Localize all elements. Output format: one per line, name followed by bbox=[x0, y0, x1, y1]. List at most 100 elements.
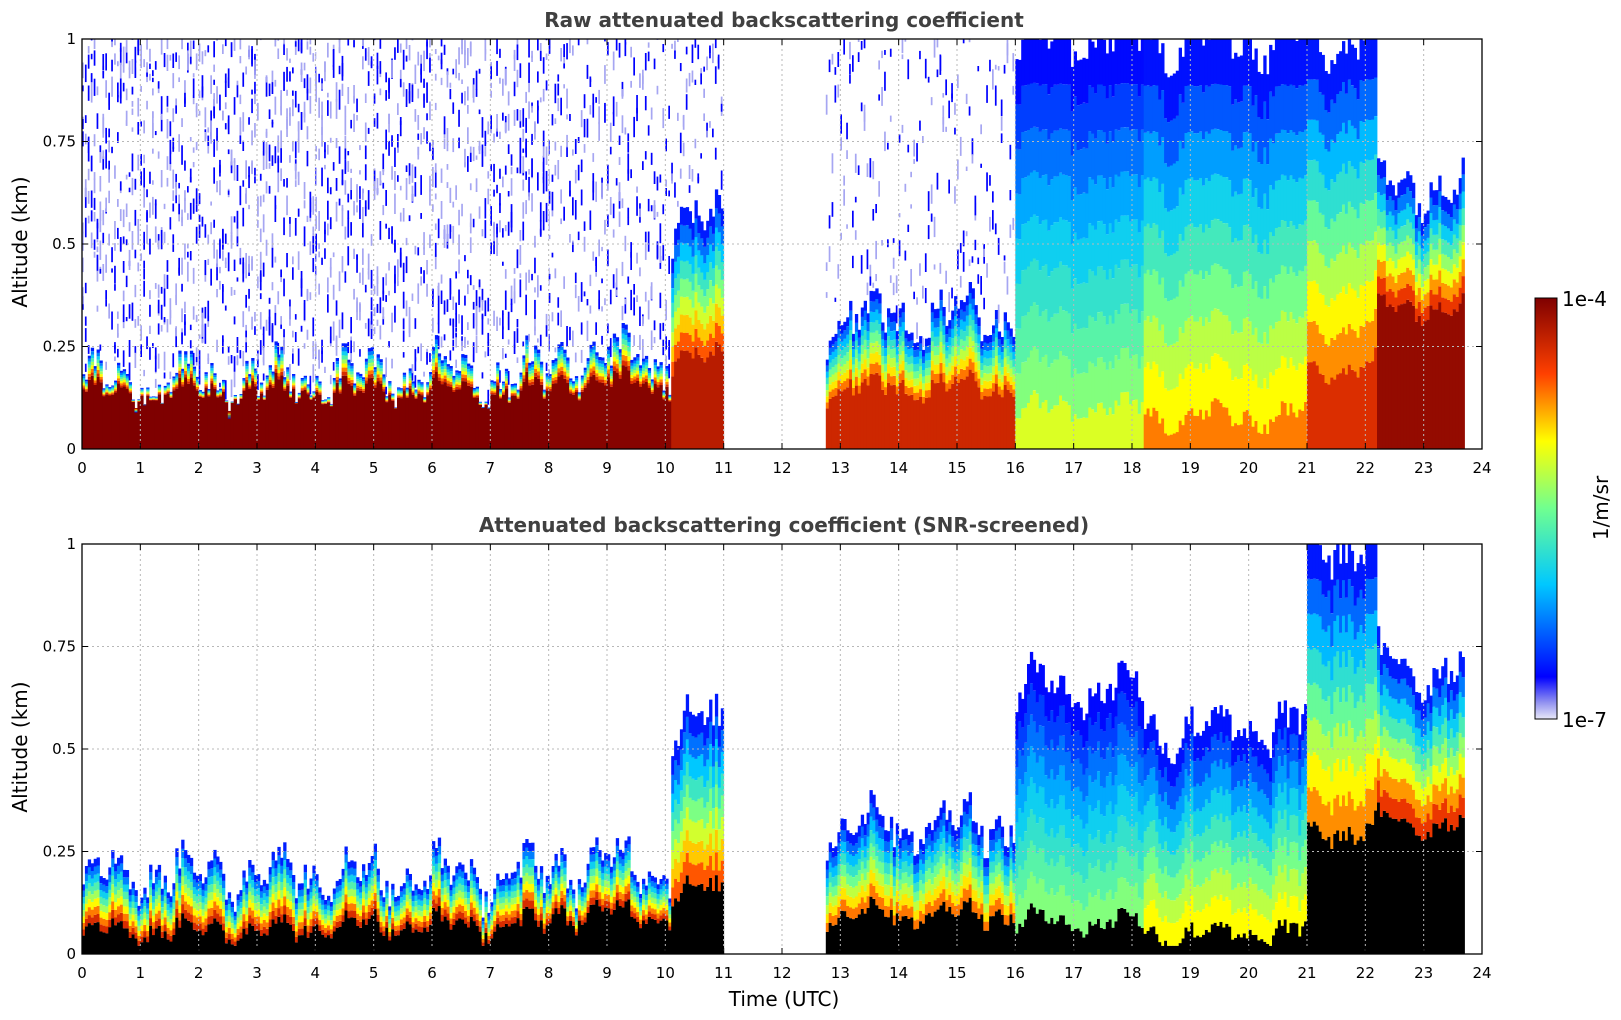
heatmap-noise-cell bbox=[134, 46, 137, 63]
heatmap-noise-cell bbox=[84, 217, 87, 238]
heatmap-noise-cell bbox=[589, 78, 592, 87]
heatmap-noise-cell bbox=[484, 39, 487, 55]
heatmap-cell bbox=[344, 371, 348, 376]
heatmap-cell bbox=[108, 393, 112, 395]
heatmap-noise-cell bbox=[429, 234, 431, 249]
heatmap-cell bbox=[1108, 269, 1112, 316]
heatmap-cell bbox=[513, 388, 517, 390]
heatmap-cell bbox=[254, 384, 258, 387]
heatmap-noise-cell bbox=[589, 274, 592, 287]
heatmap-noise-cell bbox=[857, 52, 860, 62]
heatmap-cell bbox=[642, 361, 646, 365]
heatmap-cell bbox=[904, 385, 908, 394]
heatmap-cell bbox=[714, 284, 719, 304]
heatmap-cell bbox=[184, 364, 188, 368]
heatmap-cell bbox=[303, 377, 307, 380]
heatmap-noise-cell bbox=[566, 114, 568, 120]
heatmap-cell bbox=[102, 389, 106, 391]
heatmap-cell bbox=[852, 333, 856, 342]
heatmap-noise-cell bbox=[245, 294, 247, 308]
heatmap-noise-cell bbox=[370, 311, 373, 330]
heatmap-noise-cell bbox=[537, 172, 539, 191]
heatmap-cell bbox=[1003, 357, 1007, 367]
heatmap-cell bbox=[324, 403, 328, 404]
heatmap-noise-cell bbox=[519, 137, 522, 158]
heatmap-noise-cell bbox=[566, 326, 568, 347]
heatmap-noise-cell bbox=[277, 141, 280, 153]
heatmap-core-cell bbox=[609, 386, 614, 449]
heatmap-cell bbox=[163, 387, 167, 389]
heatmap-core-cell bbox=[1000, 397, 1005, 449]
heatmap-cell bbox=[624, 355, 628, 362]
heatmap-core-cell bbox=[429, 390, 433, 449]
heatmap-noise-cell bbox=[464, 40, 466, 56]
heatmap-cell bbox=[216, 391, 220, 393]
heatmap-cell bbox=[1094, 366, 1098, 413]
heatmap-cell bbox=[1091, 271, 1095, 318]
heatmap-noise-cell bbox=[542, 176, 545, 194]
heatmap-noise-cell bbox=[449, 88, 452, 100]
heatmap-cell bbox=[257, 398, 261, 399]
heatmap-cell bbox=[554, 370, 558, 374]
heatmap-cell bbox=[843, 381, 847, 390]
heatmap-noise-cell bbox=[216, 289, 218, 298]
heatmap-noise-cell bbox=[513, 109, 516, 126]
heatmap-noise-cell bbox=[341, 256, 344, 273]
heatmap-cell bbox=[125, 387, 130, 389]
heatmap-cell bbox=[434, 362, 439, 368]
heatmap-cell bbox=[712, 268, 716, 286]
heatmap-noise-cell bbox=[350, 340, 352, 354]
heatmap-cell bbox=[930, 370, 935, 380]
heatmap-noise-cell bbox=[376, 266, 379, 284]
heatmap-noise-cell bbox=[108, 92, 110, 110]
heatmap-cell bbox=[251, 378, 255, 381]
heatmap-noise-cell bbox=[534, 121, 536, 140]
heatmap-noise-cell bbox=[688, 72, 691, 87]
heatmap-cell bbox=[93, 382, 97, 385]
heatmap-cell bbox=[210, 365, 214, 369]
heatmap-cell bbox=[1009, 328, 1013, 337]
heatmap-cell bbox=[1126, 39, 1130, 84]
heatmap-cell bbox=[513, 391, 517, 393]
heatmap-core-cell bbox=[554, 383, 558, 449]
heatmap-noise-cell bbox=[96, 86, 99, 96]
heatmap-cell bbox=[432, 358, 436, 363]
heatmap-noise-cell bbox=[621, 89, 624, 99]
heatmap-cell bbox=[1079, 194, 1083, 239]
heatmap-cell bbox=[892, 312, 897, 322]
heatmap-core-cell bbox=[659, 385, 663, 449]
heatmap-noise-cell bbox=[262, 333, 265, 351]
heatmap-cell bbox=[484, 404, 488, 405]
heatmap-noise-cell bbox=[166, 156, 169, 170]
heatmap-noise-cell bbox=[204, 107, 207, 128]
heatmap-cell bbox=[618, 363, 622, 368]
heatmap-noise-cell bbox=[464, 295, 466, 306]
heatmap-noise-cell bbox=[642, 316, 644, 327]
heatmap-cell bbox=[601, 379, 605, 383]
heatmap-noise-cell bbox=[172, 108, 175, 123]
heatmap-cell bbox=[259, 389, 264, 391]
heatmap-core-cell bbox=[286, 385, 290, 449]
heatmap-noise-cell bbox=[475, 155, 478, 160]
heatmap-noise-cell bbox=[423, 270, 425, 284]
heatmap-noise-cell bbox=[429, 175, 431, 192]
heatmap-noise-cell bbox=[329, 257, 332, 270]
heatmap-noise-cell bbox=[402, 208, 405, 222]
heatmap-cell bbox=[210, 370, 214, 374]
heatmap-noise-cell bbox=[265, 142, 268, 153]
heatmap-noise-cell bbox=[154, 203, 157, 219]
heatmap-cell bbox=[475, 389, 479, 391]
heatmap-cell bbox=[962, 340, 967, 351]
heatmap-core-cell bbox=[694, 347, 698, 449]
heatmap-cell bbox=[542, 396, 547, 398]
heatmap-noise-cell bbox=[554, 83, 557, 104]
heatmap-core-cell bbox=[1038, 408, 1042, 449]
heatmap-cell bbox=[656, 384, 660, 388]
heatmap-cell bbox=[341, 359, 345, 364]
heatmap-cell bbox=[948, 337, 952, 346]
heatmap-cell bbox=[1126, 347, 1130, 392]
heatmap-cell bbox=[309, 395, 313, 396]
heatmap-noise-cell bbox=[102, 264, 105, 281]
heatmap-noise-cell bbox=[939, 262, 942, 274]
heatmap-cell bbox=[178, 353, 182, 358]
